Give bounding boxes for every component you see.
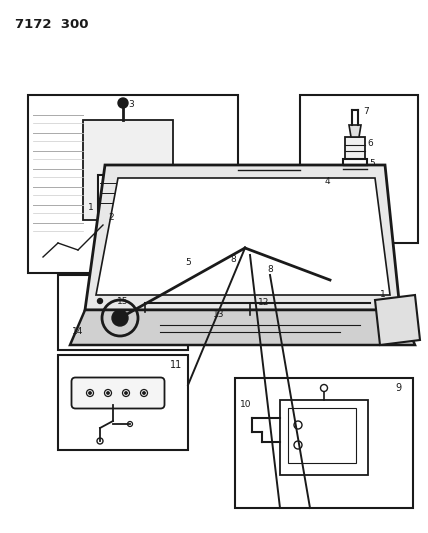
Polygon shape bbox=[96, 178, 390, 295]
Text: 5: 5 bbox=[185, 258, 191, 267]
Bar bbox=[280, 400, 368, 475]
Bar bbox=[345, 137, 365, 159]
Bar bbox=[235, 378, 413, 508]
Bar bbox=[58, 275, 188, 350]
Circle shape bbox=[98, 298, 102, 303]
Polygon shape bbox=[85, 165, 400, 310]
Bar bbox=[98, 175, 153, 225]
Text: 7172  300: 7172 300 bbox=[15, 18, 89, 31]
Bar bbox=[28, 95, 238, 273]
Text: 7: 7 bbox=[363, 107, 369, 116]
Circle shape bbox=[89, 392, 91, 394]
Text: 1: 1 bbox=[380, 290, 386, 299]
Polygon shape bbox=[375, 295, 420, 345]
Text: 12: 12 bbox=[258, 298, 269, 307]
Text: 11: 11 bbox=[170, 360, 182, 370]
Text: 1: 1 bbox=[88, 203, 94, 212]
Text: 5: 5 bbox=[369, 159, 375, 168]
Bar bbox=[288, 408, 356, 463]
Circle shape bbox=[143, 392, 145, 394]
Text: 2: 2 bbox=[108, 213, 113, 222]
Text: 9: 9 bbox=[395, 383, 401, 393]
Bar bbox=[58, 355, 188, 450]
Bar bbox=[343, 159, 367, 177]
Circle shape bbox=[118, 98, 128, 108]
Circle shape bbox=[107, 392, 109, 394]
Text: 10: 10 bbox=[240, 400, 252, 409]
Circle shape bbox=[125, 392, 127, 394]
Polygon shape bbox=[349, 125, 361, 137]
FancyBboxPatch shape bbox=[71, 377, 164, 408]
Polygon shape bbox=[70, 310, 415, 345]
Text: 4: 4 bbox=[325, 177, 330, 186]
Text: 6: 6 bbox=[367, 139, 373, 148]
Text: 8: 8 bbox=[267, 265, 273, 274]
Polygon shape bbox=[346, 191, 364, 201]
Bar bbox=[83, 120, 173, 220]
Text: 3: 3 bbox=[128, 100, 134, 109]
Circle shape bbox=[112, 310, 128, 326]
Bar bbox=[346, 177, 364, 191]
Text: 8: 8 bbox=[230, 255, 236, 264]
Text: 13: 13 bbox=[213, 310, 225, 319]
Text: 14: 14 bbox=[72, 327, 83, 336]
Bar bbox=[300, 95, 418, 243]
Text: 15: 15 bbox=[117, 297, 128, 306]
